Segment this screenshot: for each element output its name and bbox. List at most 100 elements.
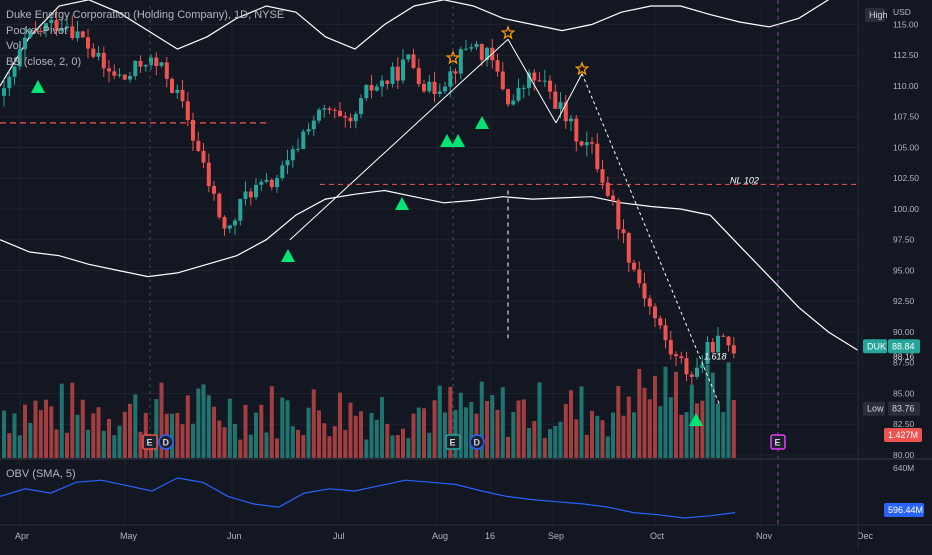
candle-body [70, 26, 75, 39]
volume-bar [191, 423, 195, 458]
candle-body [238, 198, 243, 221]
candle-body [406, 54, 411, 60]
volume-bar [731, 400, 736, 458]
candle-body [705, 342, 710, 365]
candle-body [532, 72, 537, 81]
volume-bar [133, 394, 138, 458]
candle-body [632, 262, 636, 270]
candle-body [7, 76, 12, 89]
obv-legend[interactable]: OBV (SMA, 5) [6, 468, 76, 480]
volume-bar [416, 407, 421, 458]
bb-lower-band [0, 189, 859, 351]
symbol-title[interactable]: Duke Energy Corporation (Holding Company… [6, 9, 285, 21]
candle-body [453, 71, 458, 74]
volume-bar [637, 368, 642, 458]
x-tick-label: Dec [857, 531, 874, 541]
candle-body [138, 60, 143, 67]
candle-body [222, 217, 227, 229]
volume-bar [674, 371, 678, 458]
candle-body [259, 181, 264, 185]
volume-bar [327, 436, 332, 458]
y-tick-label: 87.50 [893, 358, 915, 368]
candle-body [96, 52, 101, 57]
volume-bar [175, 413, 180, 458]
y-tick-label: 100.00 [893, 204, 919, 214]
candle-body [584, 142, 589, 146]
candle-body [196, 140, 201, 151]
indicator-bb[interactable]: BB (close, 2, 0) [6, 55, 82, 68]
obv-line [0, 477, 736, 519]
volume-bar [385, 423, 390, 458]
volume-bar [647, 399, 652, 458]
volume-bar [374, 419, 379, 458]
candle-body [443, 86, 447, 92]
volume-bar [122, 411, 127, 458]
candle-body [374, 86, 379, 91]
candle-body [569, 118, 573, 122]
volume-bar [479, 381, 484, 458]
y-tick-label: 95.00 [893, 265, 915, 275]
volume-bar [411, 413, 416, 458]
volume-bar [626, 396, 631, 458]
volume-bar [611, 412, 615, 458]
volume-bar [432, 400, 437, 458]
candle-body [322, 108, 327, 110]
volume-bar [343, 430, 348, 458]
volume-bar [243, 404, 248, 458]
pocket-pivot-marker [440, 134, 454, 147]
candle-body [537, 80, 542, 82]
candle-body [296, 148, 300, 150]
candle-body [668, 340, 673, 355]
volume-tag-bg [884, 428, 922, 442]
indicator-pocket-pivot[interactable]: Pocket Pivot [6, 24, 68, 37]
volume-bar [128, 403, 132, 458]
candle-body [243, 191, 248, 199]
candle-body [59, 28, 64, 31]
x-tick-label: 16 [485, 531, 495, 541]
volume-bar [96, 407, 101, 458]
volume-bar [7, 433, 12, 458]
volume-bar [537, 382, 542, 458]
dividend-marker [469, 434, 485, 450]
candle-body [233, 220, 237, 226]
candle-body [474, 44, 479, 48]
indicator-vol[interactable]: Vol [6, 40, 22, 52]
star-marker [500, 25, 516, 40]
candle-body [164, 62, 169, 79]
volume-bar [54, 429, 59, 458]
candle-body [647, 298, 652, 307]
fib-label: 1.618 [704, 352, 727, 362]
candle-body [212, 186, 216, 194]
volume-bar [338, 392, 342, 458]
y-tick-label: 112.50 [893, 50, 919, 60]
candle-body [684, 358, 689, 375]
event-marker-label: D [474, 438, 481, 448]
obv-value-tag-bg [884, 503, 924, 517]
volume-bar [364, 439, 369, 458]
volume-bar [91, 413, 96, 458]
candle-body [264, 179, 269, 182]
volume-bar [453, 410, 458, 458]
volume-bar [17, 435, 22, 458]
volume-bar [359, 411, 363, 458]
candle-body [726, 336, 731, 346]
volume-bar [317, 410, 321, 458]
candle-body [364, 85, 369, 99]
candle-body [626, 233, 631, 263]
volume-bar [33, 400, 38, 458]
volume-bar [369, 412, 374, 458]
volume-bar [485, 400, 489, 458]
candle-body [579, 141, 584, 146]
candle-body [28, 30, 33, 38]
neckline-label: NL 102 [730, 175, 759, 185]
high-label-bg [865, 8, 885, 22]
volume-bar [553, 426, 558, 458]
pocket-pivot-marker [395, 197, 409, 210]
volume-bar [579, 386, 584, 458]
volume-bar [584, 434, 589, 458]
volume-bar [290, 426, 295, 458]
x-tick-label: Apr [15, 531, 29, 541]
volume-bar [695, 403, 699, 458]
